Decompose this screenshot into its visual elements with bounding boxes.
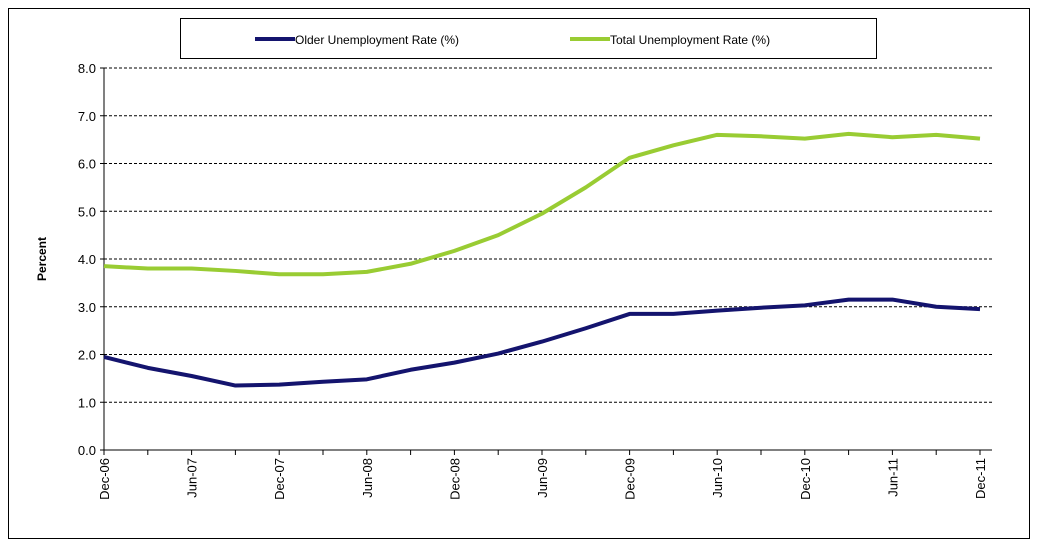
- legend-label: Older Unemployment Rate (%): [295, 33, 459, 47]
- y-tick-label: 1.0: [78, 395, 96, 410]
- series-line: [103, 297, 981, 388]
- x-tick-label: Jun-08: [360, 458, 375, 498]
- x-tick-label: Dec-10: [798, 458, 813, 500]
- x-tick-label: Jun-09: [535, 458, 550, 498]
- x-tick-label: Dec-07: [272, 458, 287, 500]
- x-tick-label: Dec-11: [973, 458, 988, 499]
- y-tick-label: 4.0: [78, 252, 96, 267]
- x-tick-label: Jun-11: [885, 458, 900, 497]
- y-tick-label: 0.0: [78, 443, 96, 458]
- x-tick-label: Dec-09: [623, 458, 638, 500]
- y-tick-label: 7.0: [78, 109, 96, 124]
- y-tick-label: 2.0: [78, 348, 96, 363]
- x-tick-label: Jun-07: [185, 458, 200, 498]
- series-line: [103, 131, 981, 277]
- x-tick-label: Dec-06: [97, 458, 112, 500]
- y-tick-label: 6.0: [78, 157, 96, 172]
- y-axis-label: Percent: [35, 237, 49, 281]
- legend-label: Total Unemployment Rate (%): [610, 33, 770, 47]
- x-tick-label: Dec-08: [447, 458, 462, 500]
- x-tick-label: Jun-10: [710, 458, 725, 498]
- chart-border: [8, 8, 1030, 539]
- y-tick-label: 3.0: [78, 300, 96, 315]
- y-tick-label: 5.0: [78, 204, 96, 219]
- y-tick-label: 8.0: [78, 61, 96, 76]
- legend-box: [180, 18, 877, 59]
